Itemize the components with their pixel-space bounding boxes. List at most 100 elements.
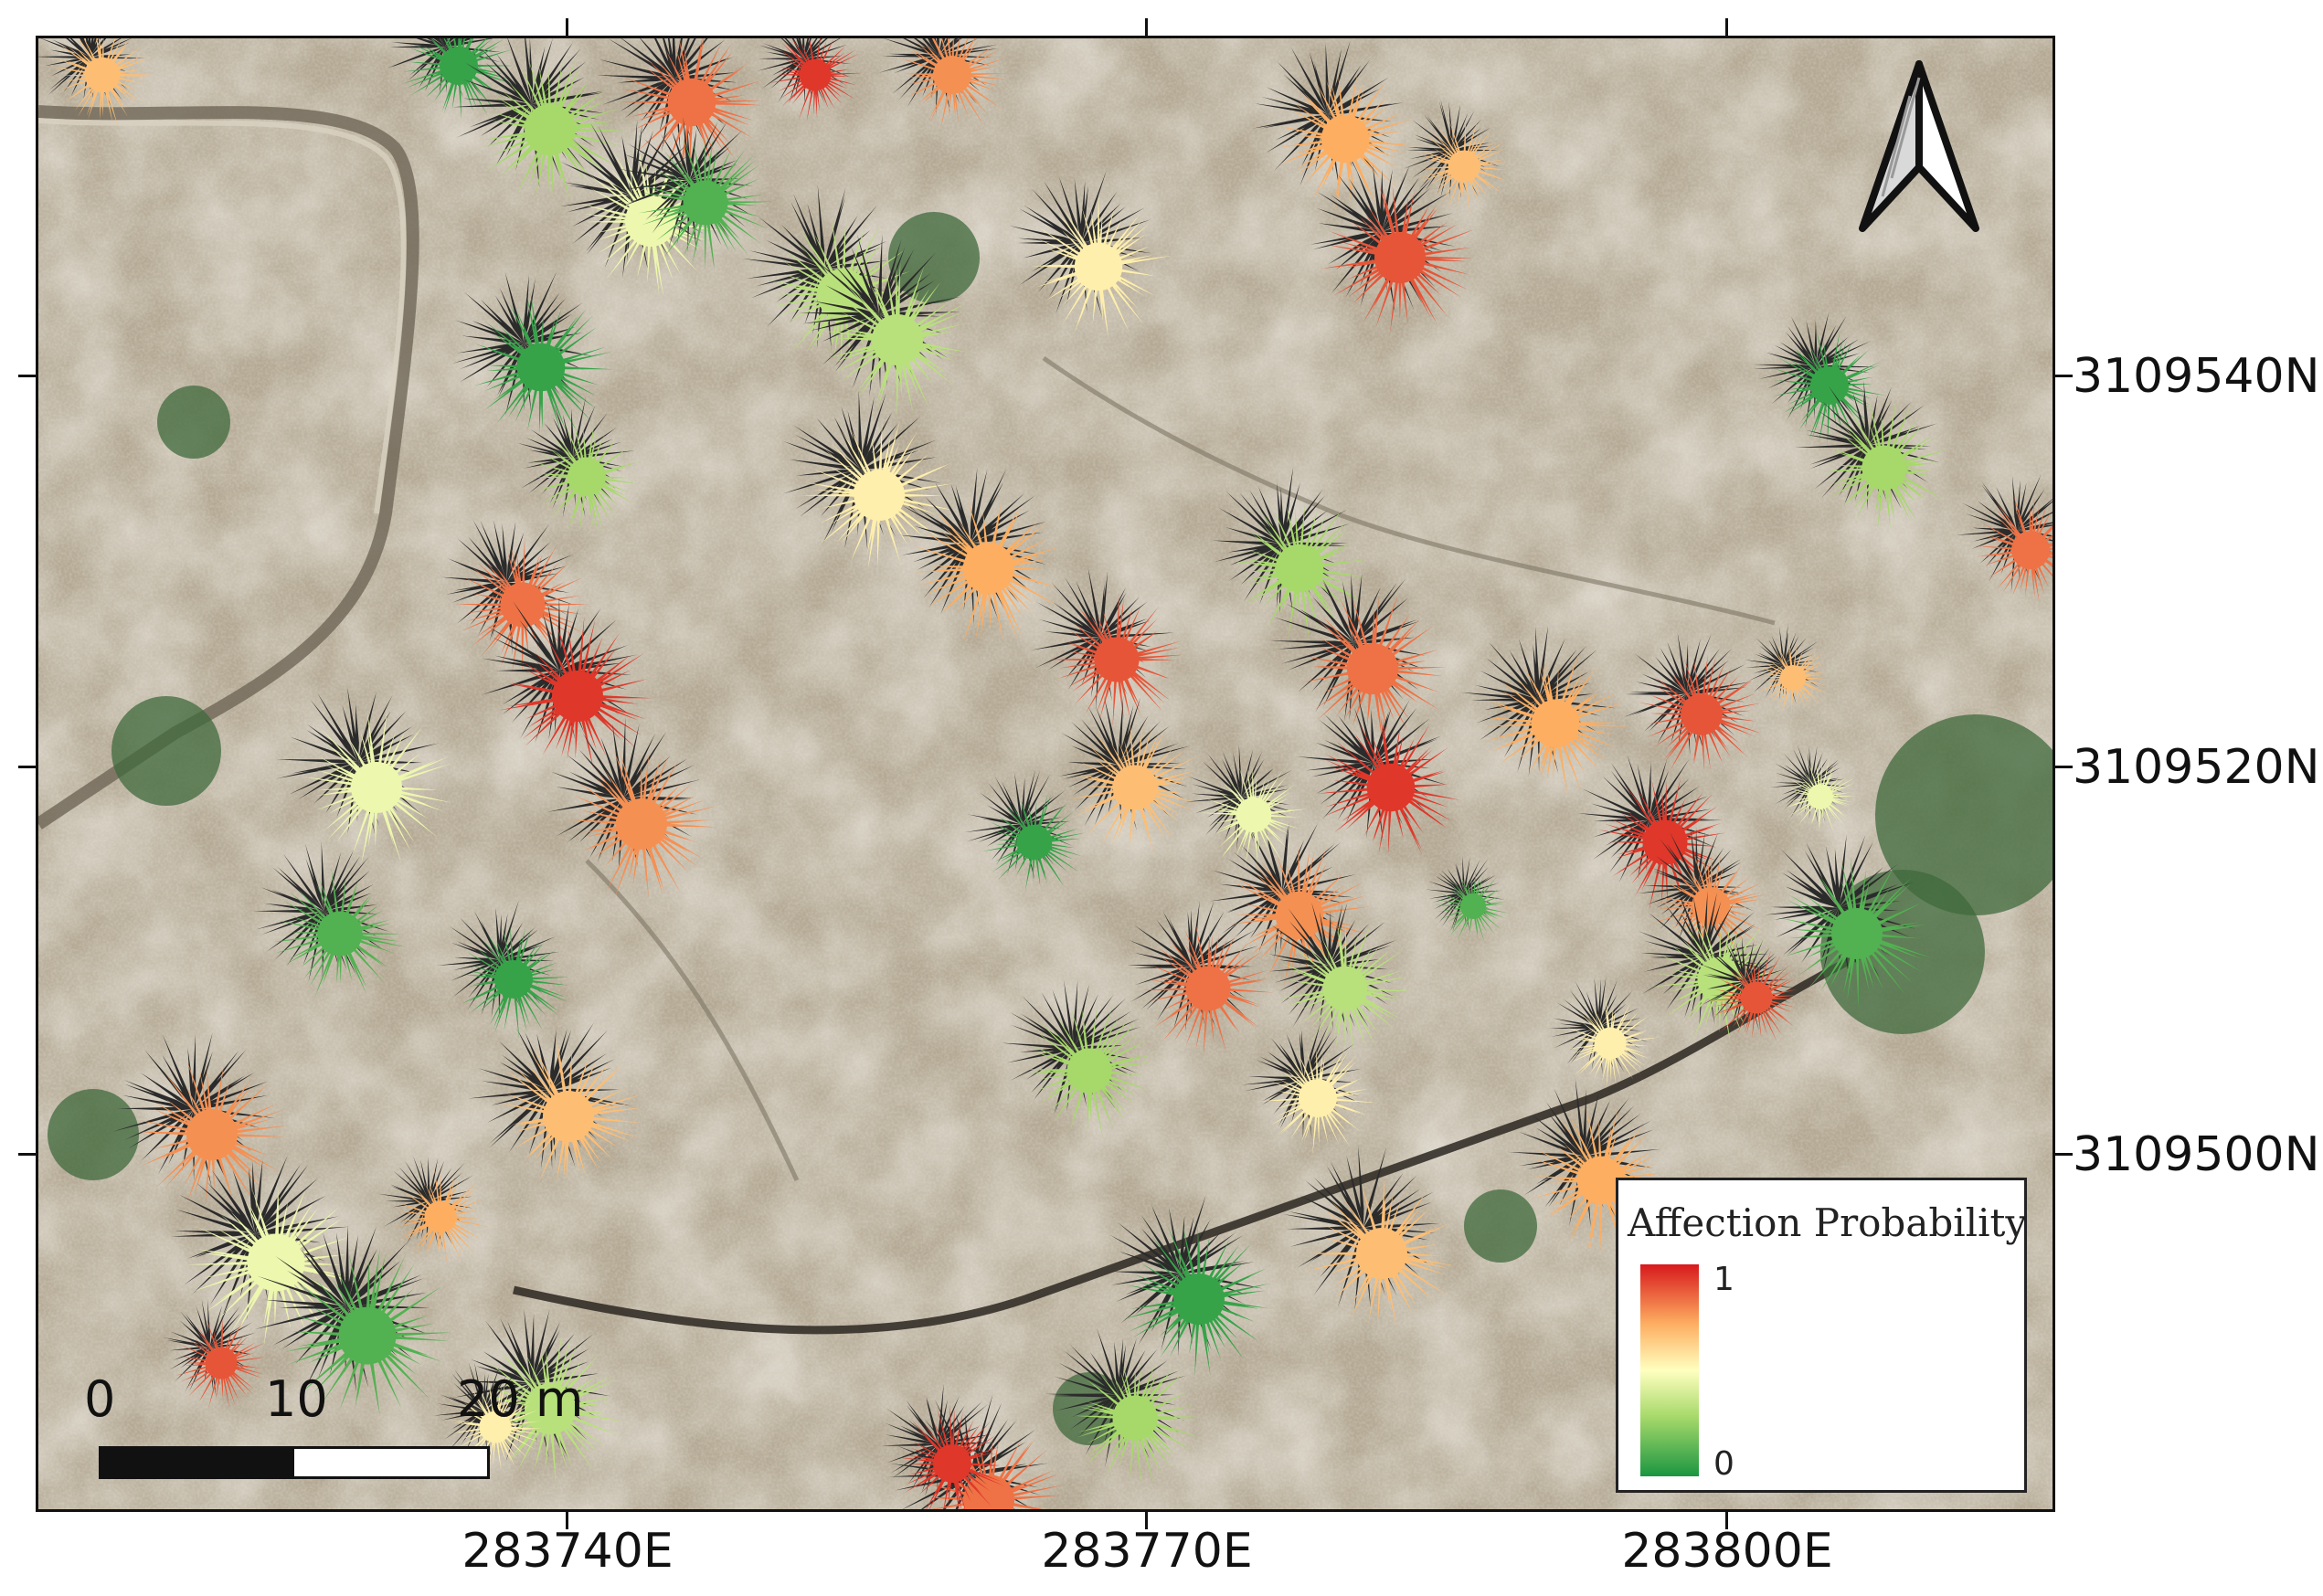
x-tick-mark-top [1145,18,1148,36]
palm-crown[interactable] [1296,696,1461,855]
x-tick-mark-bottom [566,1512,568,1529]
palm-crown-fill [918,1428,1063,1509]
palm-crown[interactable] [1009,170,1173,341]
palm-core [338,1306,397,1365]
palm-crown[interactable] [1769,745,1858,833]
palm-crown[interactable] [437,900,569,1040]
palm-crown[interactable] [799,233,969,418]
palm-crown[interactable] [1623,632,1762,772]
palm-crown[interactable] [387,38,515,121]
shrub-patch [157,386,230,459]
x-tick-label: 283770E [1041,1524,1253,1579]
palm-crown[interactable] [899,467,1062,644]
palm-crown[interactable] [468,1022,643,1183]
palm-core [1074,242,1123,291]
palm-shadow [1209,822,1357,963]
palm-crown[interactable] [1252,39,1417,211]
palm-crown[interactable] [1109,1194,1270,1377]
palm-crown[interactable] [596,38,763,175]
palm-crown[interactable] [1045,1327,1200,1487]
palm-crown[interactable] [547,717,718,900]
palm-crown[interactable] [619,116,773,270]
scale-bar [99,1446,490,1479]
palm-crown[interactable] [432,1362,543,1471]
palm-crown-fill [1782,757,1858,833]
palm-crown[interactable] [1058,695,1199,853]
palm-core [1275,544,1324,593]
palm-crown[interactable] [1031,566,1183,727]
palm-crown[interactable] [1425,855,1511,943]
palm-crown[interactable] [163,1299,267,1409]
palm-crown[interactable] [1955,474,2053,603]
palm-shadow [1185,745,1294,850]
palm-crown[interactable] [452,38,627,205]
palm-crown[interactable] [782,390,957,570]
palm-core [1576,1156,1626,1205]
palm-crown[interactable] [452,1309,626,1487]
palm-crown[interactable] [1794,380,1949,531]
palm-crown[interactable] [517,396,643,536]
y-tick-label: 3109500N [2073,1127,2320,1182]
palm-core [683,180,728,226]
palm-crown[interactable] [1752,311,1886,446]
palm-core [963,543,1014,594]
palm-crown[interactable] [560,120,728,298]
palm-shadow [1058,695,1191,831]
palm-core [552,671,603,722]
palm-crown[interactable] [1700,935,1799,1042]
palm-crown[interactable] [452,271,613,434]
palm-crown[interactable] [1460,625,1629,797]
scale-label-20: 20 m [457,1370,584,1428]
palm-shadow [377,1156,473,1249]
palm-crown[interactable] [757,38,864,122]
palm-crown-fill [1316,715,1461,855]
palm-core [516,343,566,392]
palm-core [667,78,716,127]
palm-crown[interactable] [1268,902,1415,1054]
palm-crown[interactable] [1282,1145,1458,1330]
palm-core [1322,966,1368,1011]
palm-crown[interactable] [1242,1021,1377,1156]
palm-crown[interactable] [1185,745,1309,864]
palm-crown[interactable] [276,687,452,866]
palm-core [872,314,923,365]
palm-crown[interactable] [1549,976,1660,1089]
palm-crown[interactable] [1209,822,1370,988]
palm-shadow [441,519,575,655]
palm-core [1185,966,1231,1011]
palm-shadow [1637,827,1756,948]
palm-crown[interactable] [881,1383,1005,1509]
palm-crown[interactable] [1404,100,1510,217]
scale-bar-black-segment [101,1449,294,1476]
palm-crown[interactable] [1212,466,1369,642]
y-tick-mark-left [18,766,36,768]
palm-crown[interactable] [377,1156,489,1264]
legend-min-label: 0 [1713,1445,1734,1483]
palm-crown[interactable] [888,1393,1063,1510]
palm-crown[interactable] [38,38,154,128]
y-tick-mark-left [18,375,36,377]
palm-crown[interactable] [1127,900,1274,1056]
palm-shadow [596,38,737,153]
palm-crown[interactable] [878,38,1010,130]
palm-core [567,458,606,496]
palm-core [1299,1079,1337,1117]
palm-crown[interactable] [1577,755,1725,911]
palm-crown[interactable] [1765,834,1933,1009]
palm-crown[interactable] [1310,164,1475,333]
palm-crown[interactable] [1744,623,1832,718]
palm-core [1094,637,1140,682]
palm-core [1862,445,1907,491]
palm-crown[interactable] [441,519,589,674]
palm-crown[interactable] [170,1155,363,1347]
shrub-patch [1875,714,2053,915]
palm-shadow [452,271,595,417]
palm-shadow [482,597,637,743]
palm-crown[interactable] [1269,573,1448,740]
palm-crown[interactable] [112,1032,290,1204]
palm-crown[interactable] [964,769,1086,892]
palm-crown[interactable] [254,1224,452,1416]
palm-crown[interactable] [1001,979,1156,1139]
palm-shadow [1282,1145,1439,1311]
palm-crown[interactable] [253,841,408,999]
